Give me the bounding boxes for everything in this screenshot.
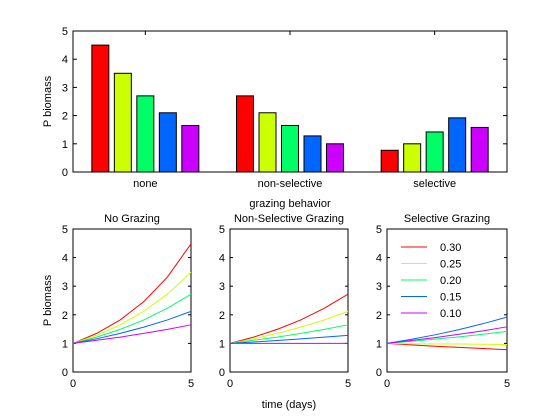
bar-y-tick-label: 2: [62, 111, 68, 123]
series-line: [229, 334, 349, 344]
bar-y-tick-label: 0: [62, 167, 68, 179]
bar-y-tick-label: 1: [62, 139, 68, 151]
series-line: [386, 326, 508, 344]
bar: [181, 124, 200, 173]
bar: [136, 95, 155, 173]
line-y-axis-label: P biomass: [42, 274, 54, 326]
line-plot-frame: [72, 228, 192, 373]
line-y-tick-label: 4: [376, 253, 382, 265]
series-line: [72, 271, 192, 344]
bar: [403, 143, 422, 173]
panel-title: Non-Selective Grazing: [234, 213, 344, 225]
bar: [448, 117, 467, 173]
bar-category-label: non-selective: [258, 178, 323, 190]
line-y-tick-label: 0: [62, 367, 68, 379]
series-line: [229, 324, 349, 344]
bar: [303, 135, 322, 173]
series-line: [72, 324, 192, 344]
bar-y-tick-label: 5: [62, 26, 68, 38]
line-y-tick-label: 1: [219, 338, 225, 350]
line-x-tick-label: 5: [345, 378, 351, 390]
line-x-axis-label: time (days): [262, 399, 316, 411]
legend-label: 0.15: [440, 292, 461, 304]
bar: [236, 95, 254, 173]
bar: [158, 112, 177, 173]
line-y-tick-label: 5: [62, 224, 68, 236]
series-line: [386, 316, 508, 344]
panel-title: No Grazing: [104, 213, 160, 225]
bar: [470, 126, 489, 173]
line-y-tick-label: 2: [219, 310, 225, 322]
series-line: [386, 342, 508, 346]
bar: [91, 44, 110, 173]
bar: [113, 72, 132, 173]
bar: [281, 124, 299, 173]
line-y-tick-label: 3: [219, 281, 225, 293]
line-y-tick-label: 1: [376, 338, 382, 350]
line-y-tick-label: 2: [376, 310, 382, 322]
bar-y-tick-label: 3: [62, 82, 68, 94]
line-x-tick-label: 0: [227, 378, 233, 390]
line-x-tick-label: 0: [384, 378, 390, 390]
line-x-tick-label: 5: [504, 378, 510, 390]
bar: [258, 112, 277, 173]
line-x-tick-label: 0: [70, 378, 76, 390]
legend-label: 0.20: [440, 275, 461, 287]
line-y-tick-label: 5: [219, 224, 225, 236]
bar-category-label: selective: [413, 178, 456, 190]
bar-category-label: none: [133, 178, 157, 190]
line-y-tick-label: 2: [62, 310, 68, 322]
legend-label: 0.10: [440, 308, 461, 320]
line-x-tick-label: 5: [188, 378, 194, 390]
panel-title: Selective Grazing: [404, 213, 490, 225]
bar: [425, 131, 444, 173]
bar-y-tick-label: 4: [62, 54, 68, 66]
legend-label: 0.25: [440, 259, 461, 271]
bar-y-axis-label: P biomass: [42, 75, 54, 127]
line-y-tick-label: 5: [376, 224, 382, 236]
series-line: [72, 293, 192, 344]
bar: [380, 149, 399, 173]
series-line: [229, 310, 349, 344]
line-y-tick-label: 4: [62, 253, 68, 265]
bar-x-axis-label: grazing behavior: [249, 198, 331, 210]
series-line: [386, 330, 508, 344]
legend-label: 0.30: [440, 242, 461, 254]
line-plot-frame: [229, 228, 349, 373]
series-line: [229, 293, 349, 344]
line-y-tick-label: 1: [62, 338, 68, 350]
line-y-tick-label: 0: [219, 367, 225, 379]
line-plot-frame: [386, 228, 508, 373]
line-y-tick-label: 0: [376, 367, 382, 379]
line-y-tick-label: 3: [376, 281, 382, 293]
line-y-tick-label: 3: [62, 281, 68, 293]
bar: [326, 143, 344, 173]
series-line: [386, 342, 508, 351]
series-line: [72, 243, 192, 344]
series-line: [72, 310, 192, 344]
line-y-tick-label: 4: [219, 253, 225, 265]
